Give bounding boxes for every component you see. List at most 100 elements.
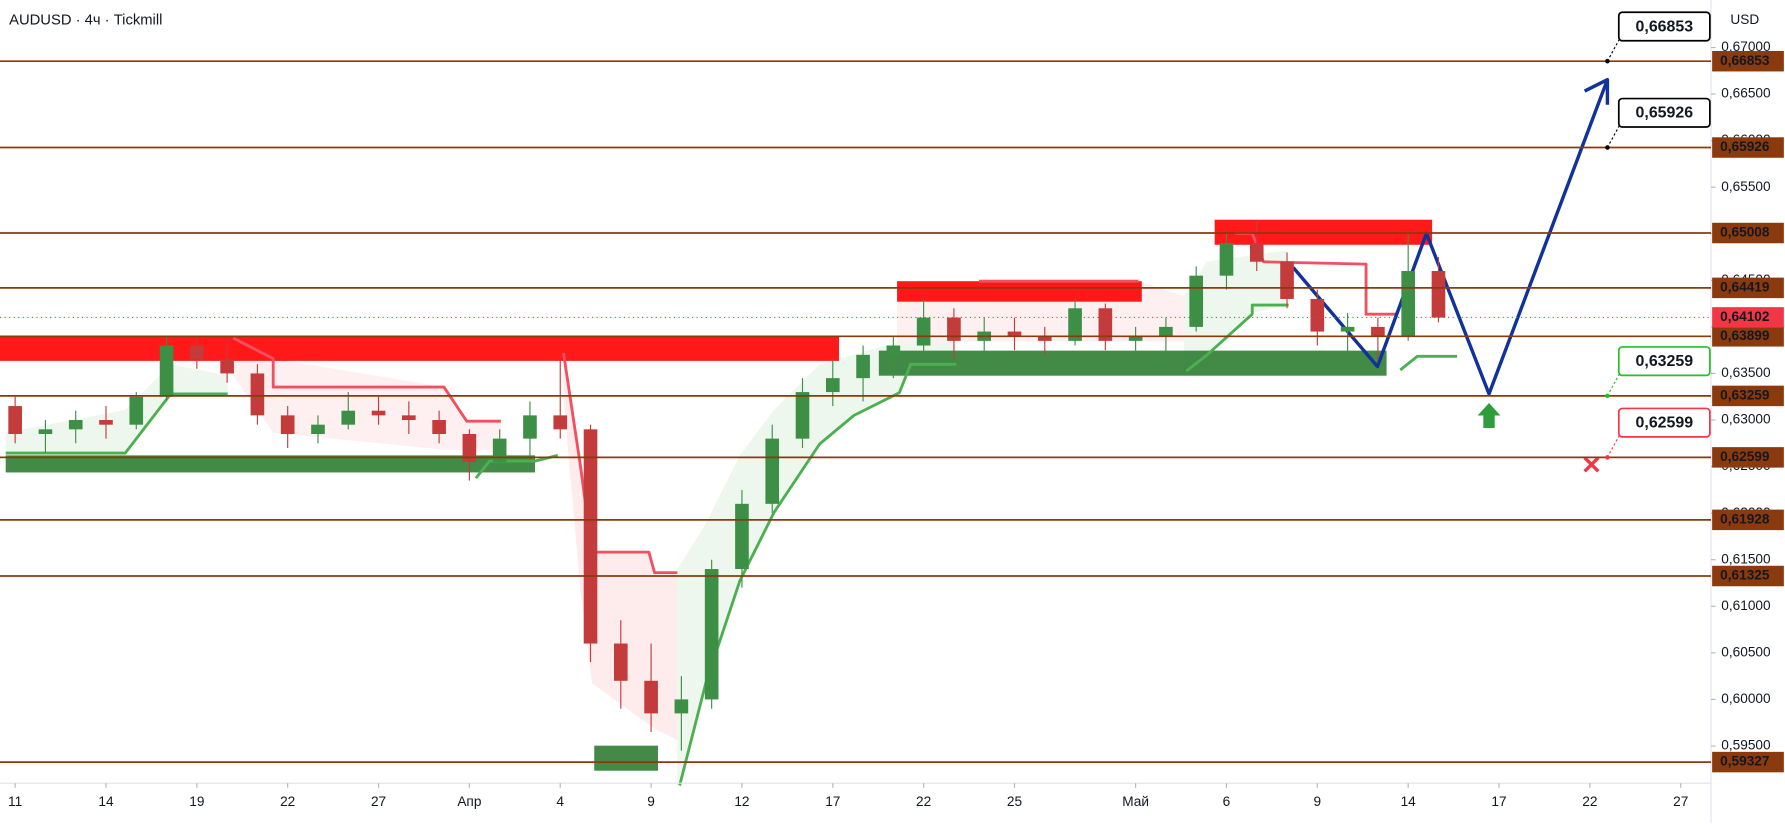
candle-body <box>402 415 416 421</box>
level-price-label: 0,61928 <box>1720 511 1770 526</box>
x-tick-label: 27 <box>1673 794 1688 809</box>
candle-body <box>250 373 265 416</box>
candle-body <box>1007 331 1022 337</box>
candle-body <box>1280 261 1294 299</box>
candle-body <box>1340 326 1355 332</box>
demand-zone <box>594 745 658 771</box>
candle-body <box>492 438 507 462</box>
level-price-label: 0,61325 <box>1720 568 1770 583</box>
x-tick-label: 14 <box>1401 794 1417 809</box>
buy-arrow <box>1477 403 1501 429</box>
y-tick-label: 0,63000 <box>1721 412 1771 427</box>
y-tick-label: 0,67000 <box>1721 39 1771 54</box>
level-price-box <box>1712 50 1784 72</box>
candle-body <box>947 317 961 341</box>
callout-anchor <box>1605 145 1610 150</box>
callout-label: 0,66853 <box>1636 18 1694 35</box>
x-tick-label: 22 <box>1582 794 1597 809</box>
candle-body <box>644 680 658 714</box>
candle-body <box>1219 243 1234 276</box>
x-tick-label: 4 <box>556 794 564 809</box>
x-tick-label: 9 <box>1314 794 1322 809</box>
trend-fill <box>677 341 957 786</box>
candle-body <box>1159 326 1173 337</box>
callout-box <box>1617 346 1711 377</box>
candle-body <box>1249 243 1264 262</box>
y-tick-label: 0,59500 <box>1721 738 1771 753</box>
level-price-label: 0,63259 <box>1720 388 1770 403</box>
candle-body <box>886 345 901 355</box>
candle-body <box>825 378 840 393</box>
candle-body <box>8 406 22 434</box>
x-tick-label: 25 <box>1007 794 1023 809</box>
level-price-box <box>1712 385 1784 407</box>
candle-body <box>856 354 870 379</box>
candle-body <box>1310 298 1325 332</box>
x-tick-label: 14 <box>98 794 114 809</box>
last-price-box <box>1712 307 1784 328</box>
candle-body <box>311 424 325 434</box>
candle-body <box>220 359 234 374</box>
callout-box <box>1617 97 1711 128</box>
chart-title: AUDUSD · 4ч · Tickmill <box>9 12 162 28</box>
level-price-box <box>1712 751 1784 773</box>
level-price-box <box>1712 222 1784 244</box>
candle-body <box>1068 308 1082 341</box>
x-tick-label: 17 <box>1491 794 1506 809</box>
level-price-label: 0,64419 <box>1720 279 1770 294</box>
y-tick-label: 0,61000 <box>1721 598 1771 613</box>
candle-body <box>916 317 931 346</box>
callout-label: 0,62599 <box>1636 414 1694 431</box>
demand-zone <box>5 455 536 473</box>
candle-body <box>1098 308 1113 341</box>
level-price-label: 0,65008 <box>1720 225 1770 240</box>
candle-body <box>190 345 204 360</box>
trend-line <box>5 392 228 455</box>
x-tick-label: 11 <box>8 794 22 809</box>
candle-body <box>735 503 749 570</box>
candle-body <box>523 415 537 439</box>
candle-body <box>99 420 113 425</box>
candle-body <box>341 410 356 425</box>
candle-body <box>129 396 144 425</box>
level-price-box <box>1712 509 1784 531</box>
y-tick-label: 0,66500 <box>1721 86 1771 101</box>
candle-body <box>38 429 53 434</box>
supply-zone <box>0 335 839 361</box>
candle-body <box>765 438 780 504</box>
callout-box <box>1617 407 1711 438</box>
stop-mark <box>1583 456 1600 473</box>
callout-label: 0,65926 <box>1636 105 1694 122</box>
last-price-label: 0,64102 <box>1720 309 1770 324</box>
candle-body <box>462 433 477 462</box>
level-price-label: 0,59327 <box>1720 754 1769 769</box>
callout-connector <box>1606 432 1622 458</box>
candle-body <box>704 569 719 700</box>
candle-body <box>1037 336 1052 341</box>
forecast-arrowhead <box>1583 77 1610 105</box>
level-price-label: 0,66853 <box>1720 53 1770 68</box>
candle-body <box>280 415 295 434</box>
candle-body <box>1401 271 1415 337</box>
y-tick-label: 0,65500 <box>1721 179 1771 194</box>
callout-anchor <box>1605 58 1610 64</box>
candle-body <box>613 643 628 681</box>
x-tick-label: 12 <box>734 794 749 809</box>
trend-line <box>232 336 501 423</box>
trend-line <box>1399 354 1458 372</box>
y-tick-label: 0,60500 <box>1721 644 1771 659</box>
callout-anchor <box>1605 455 1610 460</box>
x-tick-label: Май <box>1122 794 1149 809</box>
x-tick-label: 22 <box>280 794 295 809</box>
candle-body <box>553 415 568 430</box>
candle-body <box>371 410 386 416</box>
trend-line <box>1185 303 1289 373</box>
candle-body <box>432 420 446 434</box>
supply-zone <box>897 281 1142 302</box>
level-price-box <box>1712 277 1784 299</box>
callout-label: 0,63259 <box>1636 353 1694 370</box>
currency-label: USD <box>1730 12 1759 27</box>
candle-body <box>1128 336 1143 341</box>
y-tick-label: 0,63500 <box>1721 365 1771 380</box>
